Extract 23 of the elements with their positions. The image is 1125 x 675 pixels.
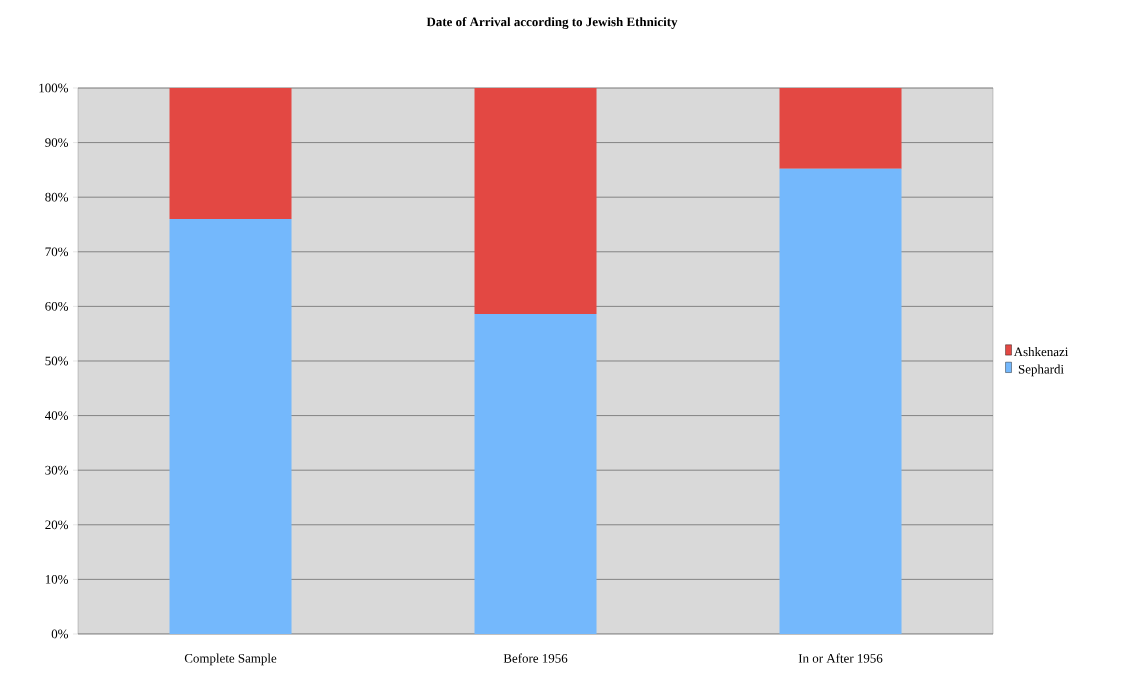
bar: [169, 87, 292, 220]
y-tick-label: 30%: [45, 465, 69, 475]
y-tick-label: 0%: [51, 629, 69, 639]
x-tick-label: In or After 1956: [798, 653, 883, 663]
y-tick-label: 80%: [45, 192, 69, 202]
legend-label: Ashkenazi: [1013, 347, 1069, 357]
bar: [474, 87, 597, 315]
y-tick-label: 50%: [45, 356, 69, 366]
y-tick-label: 100%: [39, 83, 69, 93]
y-tick-label: 40%: [45, 411, 69, 420]
bar: [779, 168, 902, 634]
chart-title: Date of Arrival according to Jewish Ethnicity: [426, 16, 678, 29]
x-tick-label: Complete Sample: [184, 653, 277, 666]
y-tick-label: 60%: [45, 302, 69, 311]
legend-label: Sephardi: [1018, 364, 1064, 377]
y-tick-label: 90%: [45, 138, 69, 147]
y-tick-label: 70%: [45, 247, 69, 257]
bar: [779, 87, 902, 169]
y-tick-label: 20%: [45, 520, 69, 530]
bar: [474, 314, 597, 634]
y-tick-label: 10%: [45, 575, 69, 584]
x-tick-label: Before 1956: [503, 653, 568, 663]
bar: [169, 219, 292, 634]
